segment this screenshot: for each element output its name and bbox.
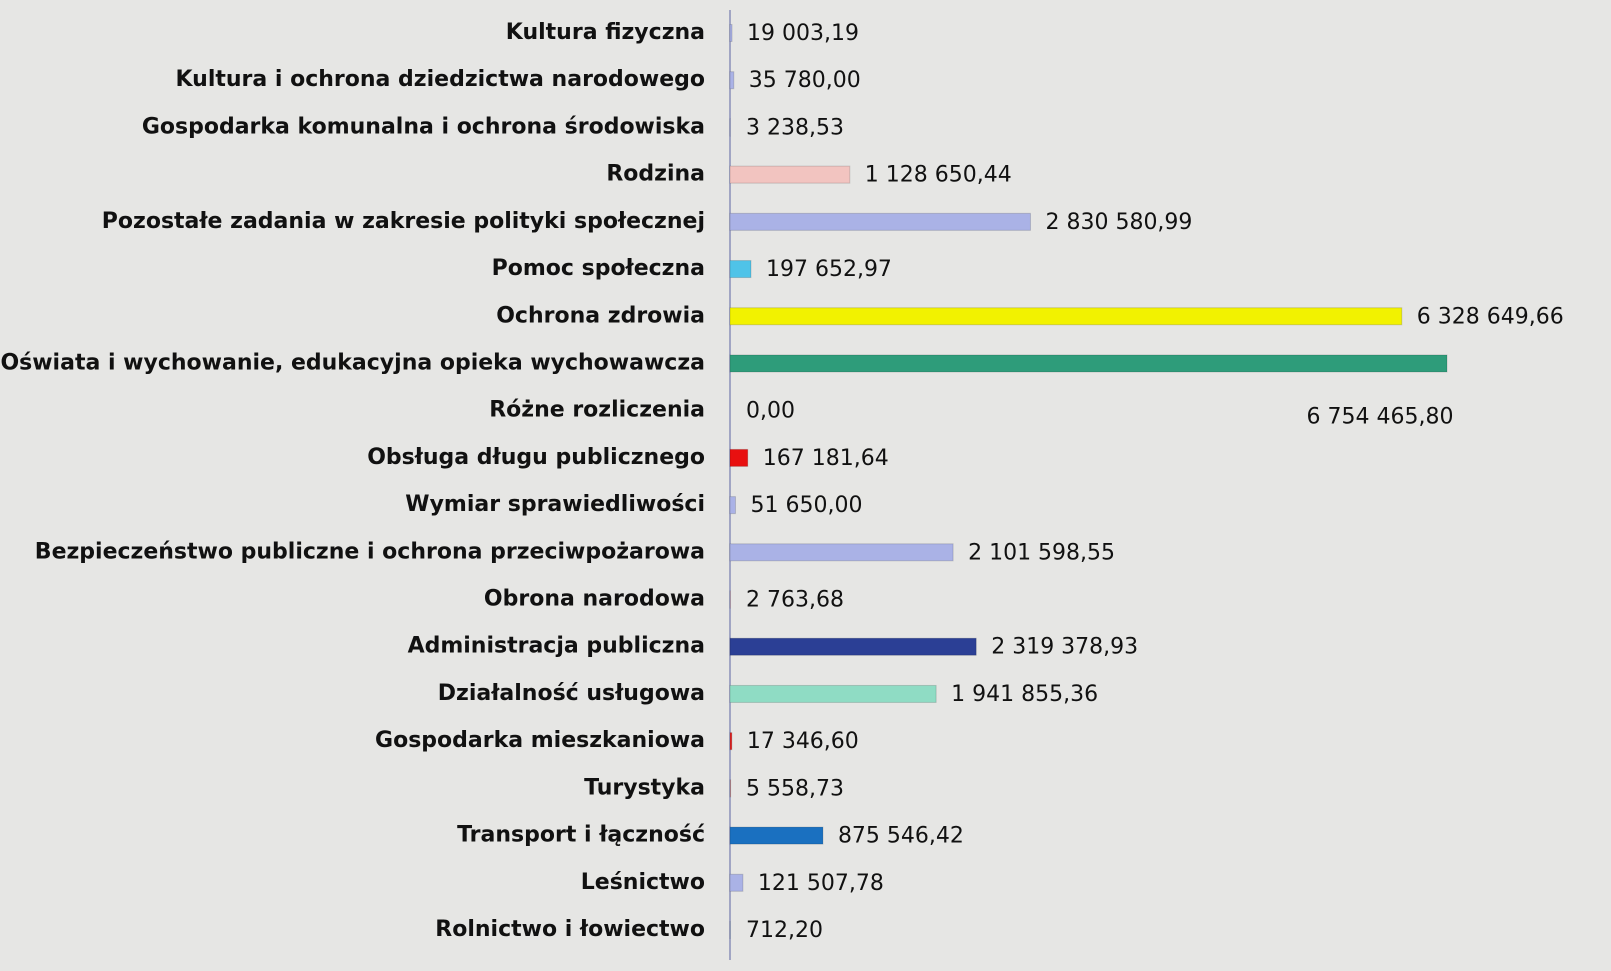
bar	[729, 873, 744, 892]
bar	[729, 71, 735, 90]
bar	[729, 684, 937, 703]
category-label: Gospodarka mieszkaniowa	[375, 728, 705, 753]
value-label: 2 763,68	[746, 588, 844, 613]
value-label: 197 652,97	[766, 257, 892, 282]
value-label: 0,00	[746, 399, 795, 424]
bar	[729, 826, 824, 845]
value-label: 5 558,73	[746, 776, 844, 801]
bar	[729, 307, 1403, 326]
category-label: Administracja publiczna	[408, 634, 705, 659]
bar	[729, 496, 736, 515]
bar	[729, 260, 752, 279]
category-label: Bezpieczeństwo publiczne i ochrona przec…	[35, 539, 705, 564]
value-label: 6 754 465,80	[1307, 404, 1454, 429]
value-label: 875 546,42	[838, 824, 964, 849]
bar	[729, 354, 1448, 373]
value-label: 51 650,00	[750, 493, 862, 518]
value-label: 2 101 598,55	[968, 540, 1115, 565]
value-label: 19 003,19	[747, 21, 859, 46]
value-label: 121 507,78	[758, 871, 884, 896]
category-label: Pozostałe zadania w zakresie polityki sp…	[102, 209, 705, 234]
category-label: Działalność usługowa	[438, 681, 705, 706]
value-label: 2 319 378,93	[991, 635, 1138, 660]
value-label: 35 780,00	[749, 68, 861, 93]
value-label: 1 941 855,36	[951, 682, 1098, 707]
category-label: Kultura fizyczna	[506, 20, 705, 45]
value-label: 2 830 580,99	[1045, 210, 1192, 235]
bar	[729, 448, 749, 467]
category-label: Oświata i wychowanie, edukacyjna opieka …	[0, 350, 705, 375]
bar	[729, 637, 977, 656]
category-label: Leśnictwo	[581, 870, 705, 895]
category-label: Kultura i ochrona dziedzictwa narodowego	[176, 67, 705, 92]
bar	[729, 543, 954, 562]
category-label: Obrona narodowa	[484, 587, 705, 612]
category-label: Transport i łączność	[457, 823, 705, 848]
bar	[729, 212, 1031, 231]
category-label: Pomoc społeczna	[492, 256, 705, 281]
value-label: 6 328 649,66	[1417, 304, 1564, 329]
bar	[729, 165, 851, 184]
category-label: Rodzina	[606, 162, 705, 187]
category-label: Obsługa długu publicznego	[367, 445, 705, 470]
bar	[729, 779, 732, 798]
value-label: 17 346,60	[747, 729, 859, 754]
value-label: 712,20	[746, 918, 823, 943]
value-label: 167 181,64	[763, 446, 889, 471]
category-label: Rolnictwo i łowiectwo	[435, 917, 705, 942]
category-label: Ochrona zdrowia	[496, 303, 705, 328]
category-label: Turystyka	[584, 775, 705, 800]
category-label: Wymiar sprawiedliwości	[405, 492, 705, 517]
category-label: Różne rozliczenia	[489, 398, 705, 423]
value-label: 1 128 650,44	[865, 163, 1012, 188]
value-label: 3 238,53	[746, 115, 844, 140]
bar	[729, 732, 733, 751]
category-label: Gospodarka komunalna i ochrona środowisk…	[142, 114, 705, 139]
bar	[729, 24, 733, 42]
